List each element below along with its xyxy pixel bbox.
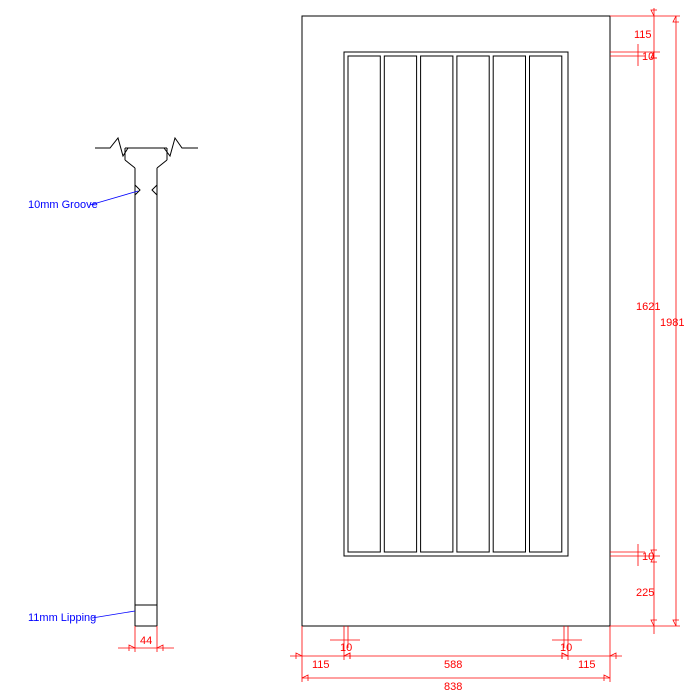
dim-inner-width: 588 <box>344 653 568 671</box>
svg-text:10: 10 <box>560 642 572 654</box>
lipping-label: 11mm Lipping <box>28 611 135 624</box>
dim-top-gap: 10 <box>638 44 654 66</box>
groove-label-text: 10mm Groove <box>28 199 98 211</box>
lipping-label-text: 11mm Lipping <box>28 612 96 624</box>
svg-text:588: 588 <box>444 659 462 671</box>
dim-bottom-gap: 10 <box>638 544 654 566</box>
svg-text:1621: 1621 <box>636 301 660 313</box>
svg-text:225: 225 <box>636 587 654 599</box>
svg-text:10: 10 <box>642 51 654 63</box>
groove-label: 10mm Groove <box>28 191 138 211</box>
dim-inner-height: 1621 <box>636 52 660 556</box>
svg-text:1981: 1981 <box>660 317 684 329</box>
dim-total-height: 1981 <box>660 16 684 626</box>
svg-text:115: 115 <box>578 659 596 671</box>
dim-total-width: 838 <box>302 675 610 693</box>
dim-gap-lb: 10 <box>330 640 360 654</box>
dim-left-frame: 115 <box>290 653 350 671</box>
svg-text:115: 115 <box>634 29 652 41</box>
profile-bottom-dim: 44 <box>118 626 174 652</box>
door-elevation <box>302 16 610 626</box>
svg-text:838: 838 <box>444 681 462 693</box>
svg-text:10: 10 <box>340 642 352 654</box>
svg-text:115: 115 <box>312 659 330 671</box>
dim-right-frame: 115 <box>562 653 622 671</box>
door-panels <box>348 56 562 552</box>
svg-text:44: 44 <box>140 635 152 647</box>
dim-bottom-frame: 225 <box>636 556 657 634</box>
dim-gap-rb: 10 <box>552 640 582 654</box>
svg-text:10: 10 <box>642 551 654 563</box>
profile-section <box>95 138 198 626</box>
